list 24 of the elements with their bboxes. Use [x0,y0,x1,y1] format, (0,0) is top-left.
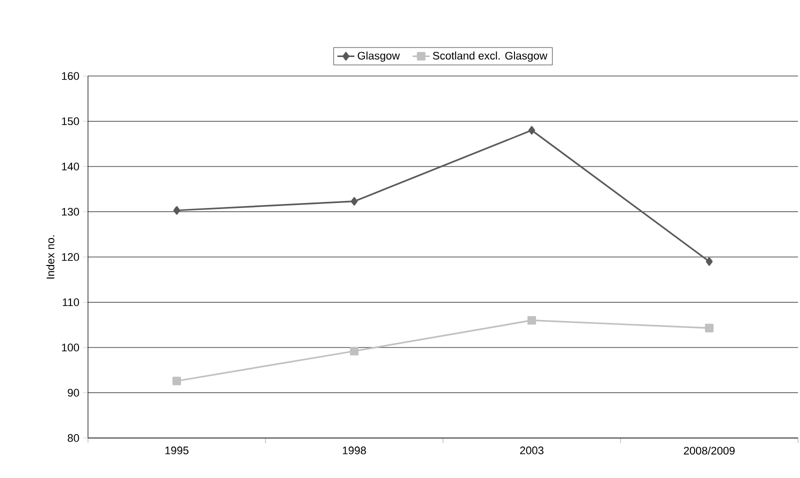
y-tick-label: 80 [68,434,80,442]
point [528,126,536,135]
y-axis-title: Index no. [46,235,54,279]
y-tick-label: 110 [62,298,80,306]
point [350,197,358,206]
x-tick-label: 1995 [165,446,188,454]
legend-label: Scotland excl. Glasgow [432,52,548,62]
legend-label: Glasgow [358,52,400,62]
point [173,206,180,215]
y-tick-label: 150 [62,117,80,126]
point [350,346,359,356]
point [706,257,713,266]
y-tick-label: 140 [62,162,80,170]
point [172,376,182,386]
y-tick-label: 90 [68,388,80,397]
y-tick-label: 100 [62,344,80,352]
x-tick-label: 2008/2009 [684,446,735,455]
x-tick-label: 2003 [520,446,544,454]
point [527,316,536,325]
x-tick-label: 1998 [342,446,366,454]
y-tick-label: 120 [62,253,80,261]
y-tick-label: 160 [62,72,80,80]
point [704,324,714,332]
y-tick-label: 130 [62,208,80,216]
